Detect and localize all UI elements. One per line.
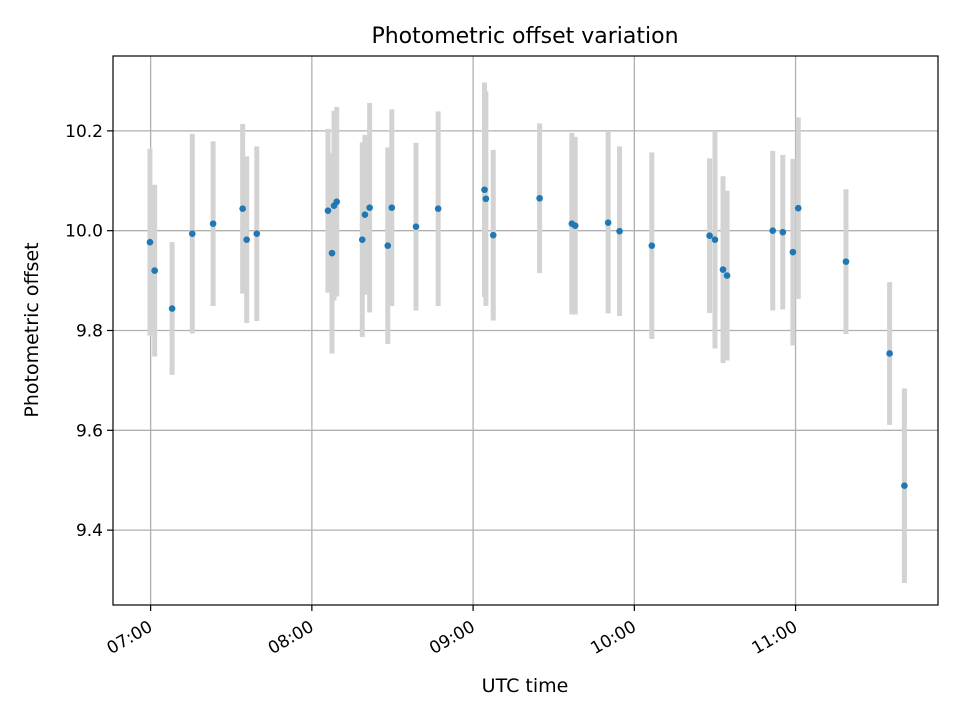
x-axis-label: UTC time	[482, 675, 569, 697]
data-point	[243, 236, 250, 243]
data-point	[901, 482, 908, 490]
data-point	[253, 230, 261, 237]
y-tick-label: 10.0	[65, 222, 103, 242]
data-point	[481, 186, 488, 194]
data-point	[711, 236, 719, 243]
data-point	[324, 207, 332, 215]
data-points	[146, 186, 908, 490]
data-point	[706, 232, 713, 239]
data-point	[571, 222, 579, 229]
data-point	[333, 198, 341, 206]
data-point	[366, 204, 373, 212]
data-point	[886, 350, 893, 357]
data-point	[723, 272, 731, 279]
data-point	[239, 205, 246, 213]
data-point	[794, 204, 802, 212]
data-point	[146, 238, 154, 246]
data-point	[604, 219, 612, 226]
data-point	[434, 205, 442, 213]
chart-title: Photometric offset variation	[371, 24, 678, 49]
y-tick-label: 9.8	[76, 322, 103, 342]
data-point	[489, 231, 497, 239]
y-tick-label: 9.6	[76, 421, 103, 441]
data-point	[188, 230, 196, 237]
data-point	[789, 248, 797, 256]
data-point	[719, 266, 727, 273]
data-point	[384, 242, 392, 249]
y-tick-label: 9.4	[76, 521, 103, 541]
data-point	[209, 220, 217, 227]
y-axis-label: Photometric offset	[21, 242, 43, 417]
data-point	[151, 267, 158, 274]
data-point	[358, 236, 366, 243]
data-point	[328, 249, 336, 257]
data-point	[616, 227, 623, 235]
data-point	[842, 258, 850, 265]
data-point	[361, 211, 369, 219]
data-point	[412, 223, 420, 230]
data-point	[536, 194, 543, 202]
data-point	[388, 204, 396, 212]
data-point	[648, 242, 656, 249]
data-point	[482, 195, 490, 203]
data-point	[769, 227, 777, 234]
data-point	[779, 228, 787, 236]
y-tick-label: 10.2	[65, 122, 103, 142]
data-point	[168, 305, 176, 312]
